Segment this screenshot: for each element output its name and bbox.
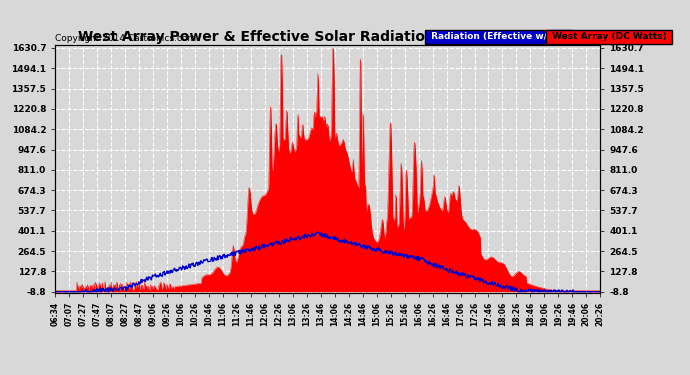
Title: West Array Power & Effective Solar Radiation Wed Jun 18 20:41: West Array Power & Effective Solar Radia…	[78, 30, 578, 44]
Text: Copyright 2014 Cartronics.com: Copyright 2014 Cartronics.com	[55, 33, 197, 42]
Text: Radiation (Effective w/m2): Radiation (Effective w/m2)	[428, 32, 570, 41]
Text: West Array (DC Watts): West Array (DC Watts)	[549, 32, 669, 41]
